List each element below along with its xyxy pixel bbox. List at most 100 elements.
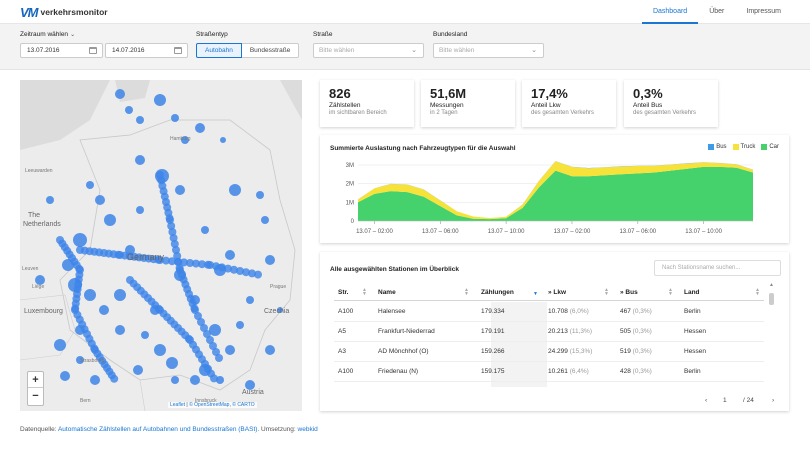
station-dot[interactable] [84, 289, 96, 301]
date-from-input[interactable]: 13.07.2016 [20, 43, 103, 58]
station-dot[interactable] [154, 344, 166, 356]
calendar-icon[interactable] [174, 47, 182, 54]
station-dot[interactable] [136, 206, 144, 214]
station-dot[interactable] [114, 289, 126, 301]
station-dot[interactable] [170, 240, 179, 248]
station-dot[interactable] [60, 371, 70, 381]
calendar-icon[interactable] [89, 47, 97, 54]
station-dot[interactable] [125, 106, 133, 114]
station-dot[interactable] [245, 380, 255, 390]
station-dot[interactable] [209, 324, 221, 336]
sort-icon[interactable]: ▲ ▼ [604, 287, 609, 297]
station-dot[interactable] [190, 375, 200, 385]
station-dot[interactable] [104, 214, 116, 226]
station-dot[interactable] [167, 222, 176, 230]
station-dot[interactable] [215, 354, 223, 362]
chart-svg[interactable]: 0 1M 2M 3M 13.07 – 02:00 13.07 – 06:00 13.07 –… [320, 135, 789, 243]
sort-icon[interactable]: ▲ ▼ [464, 287, 469, 297]
station-dot[interactable] [200, 324, 208, 332]
station-dot[interactable] [261, 216, 269, 224]
station-dot[interactable] [277, 307, 283, 313]
table-row[interactable]: A100 Halensee 179.334 10.708 (6,0%) 467 … [334, 302, 764, 322]
col-land[interactable]: Land [684, 289, 700, 296]
station-dot[interactable] [201, 226, 209, 234]
station-dot[interactable] [230, 265, 238, 274]
station-dot[interactable] [54, 339, 66, 351]
col-bus[interactable]: » Bus [620, 289, 638, 296]
source-link[interactable]: Automatische Zählstellen auf Autobahnen … [57, 426, 258, 433]
station-dot[interactable] [254, 270, 262, 279]
station-dot[interactable] [136, 116, 144, 124]
station-dot[interactable] [115, 325, 125, 335]
strasse-select[interactable]: Bitte wählen ⌄ [313, 43, 424, 58]
station-dot[interactable] [186, 259, 194, 267]
zoom-out-button[interactable]: − [32, 390, 39, 402]
carto-link[interactable]: © CARTO [232, 402, 255, 408]
station-dot[interactable] [181, 136, 189, 144]
zoom-in-button[interactable]: + [28, 372, 43, 388]
station-dot[interactable] [168, 257, 176, 266]
station-dot[interactable] [195, 123, 205, 133]
station-dot[interactable] [229, 184, 241, 196]
sort-icon[interactable]: ▲ ▼ [362, 287, 367, 297]
pager-next[interactable]: › [772, 397, 775, 404]
series-area-car[interactable] [358, 166, 753, 221]
station-dot[interactable] [191, 306, 199, 314]
station-dot[interactable] [212, 262, 220, 271]
scrollbar-thumb[interactable] [769, 293, 774, 305]
station-dot[interactable] [210, 374, 218, 383]
station-dot[interactable] [171, 376, 179, 384]
nav-dashboard[interactable]: Dashboard [641, 0, 699, 24]
station-dot[interactable] [172, 246, 180, 254]
station-dot[interactable] [154, 94, 166, 106]
col-name[interactable]: Name [378, 289, 396, 296]
station-dot[interactable] [168, 228, 177, 236]
station-dot[interactable] [133, 365, 143, 375]
station-dot[interactable] [125, 245, 135, 255]
station-dot[interactable] [166, 357, 178, 369]
table-row[interactable]: A100 Friedenau (N) 159.175 10.261 (6,4%)… [334, 362, 764, 382]
col-str[interactable]: Str. [338, 289, 349, 296]
station-dot[interactable] [180, 258, 188, 267]
date-to-input[interactable]: 14.07.2016 [105, 43, 188, 58]
station-dot[interactable] [162, 256, 170, 265]
station-dot[interactable] [174, 257, 182, 266]
station-dot[interactable] [197, 318, 205, 326]
station-dot[interactable] [166, 216, 174, 224]
table-row[interactable]: A5 Frankfurt-Niederrad 179.191 20.213 (1… [334, 322, 764, 342]
station-dot[interactable] [242, 268, 250, 277]
station-dot[interactable] [206, 261, 214, 269]
map-canvas[interactable]: Germany The Netherlands Luxembourg Czech… [20, 80, 302, 411]
station-dot[interactable] [218, 263, 226, 272]
pager-prev[interactable]: ‹ [705, 397, 708, 404]
station-dot[interactable] [216, 376, 224, 384]
station-dot[interactable] [99, 305, 109, 315]
osm-link[interactable]: © OpenStreetMap [189, 402, 230, 408]
station-dot[interactable] [95, 195, 105, 205]
station-dot[interactable] [206, 336, 214, 344]
station-dot[interactable] [248, 269, 256, 278]
station-dot[interactable] [256, 191, 264, 199]
col-lkw[interactable]: » Lkw [548, 289, 567, 296]
webkid-link[interactable]: webkid [297, 426, 318, 433]
station-dot[interactable] [209, 342, 217, 350]
station-dot[interactable] [265, 345, 275, 355]
bundesland-select[interactable]: Bitte wählen ⌄ [433, 43, 544, 58]
station-dot[interactable] [46, 196, 54, 204]
station-dot[interactable] [115, 89, 125, 99]
station-dot[interactable] [225, 345, 235, 355]
station-dot[interactable] [86, 181, 94, 189]
station-dot[interactable] [236, 321, 244, 329]
station-dot[interactable] [203, 330, 211, 338]
station-dot[interactable] [90, 375, 100, 385]
station-dot[interactable] [194, 312, 202, 320]
map-view[interactable]: Germany The Netherlands Luxembourg Czech… [20, 80, 302, 411]
legend-truck[interactable]: Truck [732, 144, 755, 150]
legend-car[interactable]: Car [761, 144, 779, 150]
pager-page[interactable]: 1 [723, 397, 727, 404]
station-dot[interactable] [169, 234, 178, 242]
strassentyp-autobahn-button[interactable]: Autobahn [196, 43, 242, 58]
station-dot[interactable] [198, 260, 206, 269]
nav-impressum[interactable]: Impressum [746, 8, 781, 15]
leaflet-link[interactable]: Leaflet [170, 402, 186, 408]
